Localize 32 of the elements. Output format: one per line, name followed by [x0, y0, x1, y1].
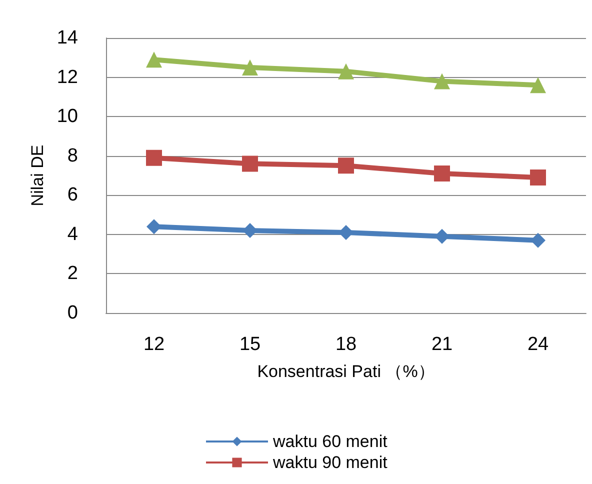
- y-tick-label: 14: [56, 28, 78, 48]
- point: [530, 77, 546, 94]
- point: [242, 59, 258, 76]
- point: [434, 228, 450, 244]
- legend-label: waktu 60 menit: [272, 432, 388, 451]
- x-tick-label: 12: [143, 334, 165, 355]
- point: [530, 232, 546, 248]
- point: [146, 219, 162, 234]
- legend-label: waktu 90 menit: [272, 453, 388, 472]
- y-tick-label: 2: [67, 263, 78, 284]
- y-tick-label: 4: [67, 224, 78, 245]
- point: [146, 52, 162, 68]
- x-tick-label: 15: [239, 334, 261, 355]
- point: [434, 73, 450, 90]
- y-tick-label: 0: [67, 302, 78, 324]
- x-axis-title: Konsentrasi Pati （%）: [257, 362, 435, 381]
- point: [530, 169, 546, 186]
- point: [338, 158, 354, 174]
- point: [434, 166, 450, 182]
- y-tick-label: 8: [67, 145, 78, 166]
- point: [146, 150, 162, 166]
- y-axis-title: Nilai DE: [28, 144, 47, 206]
- x-tick-label: 24: [527, 334, 549, 355]
- point: [338, 224, 354, 240]
- point: [338, 63, 354, 80]
- point: [242, 156, 258, 172]
- y-tick-label: 6: [67, 184, 78, 206]
- y-tick-label: 12: [56, 66, 78, 88]
- x-tick-label: 21: [431, 334, 453, 355]
- y-tick-label: 10: [56, 106, 78, 128]
- point: [242, 223, 258, 238]
- x-tick-label: 18: [335, 334, 357, 355]
